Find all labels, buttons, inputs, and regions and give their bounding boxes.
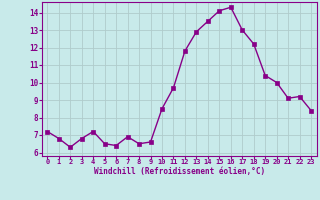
X-axis label: Windchill (Refroidissement éolien,°C): Windchill (Refroidissement éolien,°C) [94,167,265,176]
